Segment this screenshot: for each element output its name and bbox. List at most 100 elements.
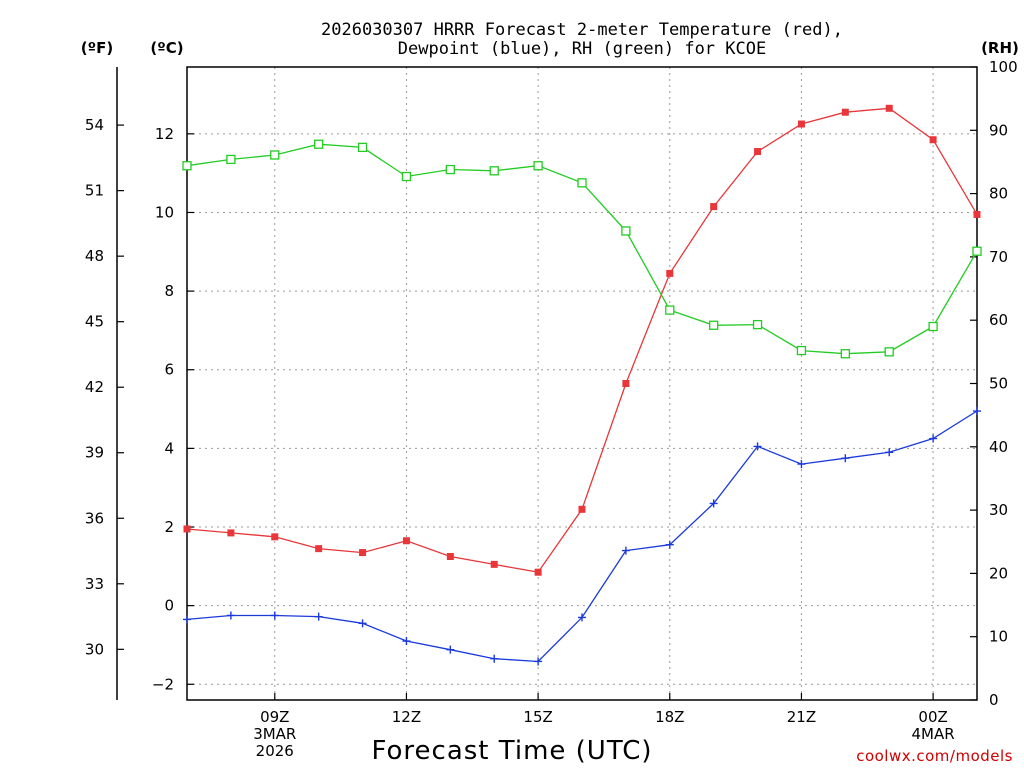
rh-point (270, 150, 280, 160)
rh-point (709, 320, 719, 330)
temperature-point (271, 533, 279, 541)
dewpoint-point (753, 442, 762, 451)
celsius-tick-label: 4 (164, 439, 174, 457)
dewpoint-line (186, 410, 978, 663)
x-tick-label: 18Z (655, 708, 684, 726)
rh-tick-label: 10 (989, 628, 1008, 646)
dewpoint-point (534, 657, 543, 666)
temperature-point (754, 148, 762, 156)
rh-point (533, 161, 543, 171)
x-axis-label: Forecast Time (UTC) (371, 736, 652, 766)
dewpoint-point (621, 546, 630, 555)
rh-tick-label: 90 (989, 121, 1008, 139)
rh-point (665, 305, 675, 315)
temperature-line (186, 107, 978, 573)
temperature-point (973, 210, 981, 218)
dewpoint-point (841, 454, 850, 463)
temperature-point (578, 505, 586, 513)
dewpoint-point (270, 611, 279, 620)
celsius-tick-label: 0 (164, 597, 174, 615)
rh-point (314, 139, 324, 149)
rh-point (182, 161, 192, 171)
dewpoint-point (314, 612, 323, 621)
rh-line (186, 143, 978, 355)
fahrenheit-tick-label: 36 (85, 509, 104, 527)
rh-tick-label: 80 (989, 185, 1008, 203)
x-tick-label: 3MAR (253, 725, 296, 743)
rh-tick-label: 70 (989, 248, 1008, 266)
rh-tick-label: 60 (989, 311, 1008, 329)
fahrenheit-tick-label: 51 (85, 182, 104, 200)
rh-tick-label: 40 (989, 438, 1008, 456)
fahrenheit-tick-label: 48 (85, 247, 104, 265)
x-tick-label: 15Z (523, 708, 552, 726)
celsius-tick-label: 6 (164, 361, 174, 379)
celsius-tick-label: 10 (155, 203, 174, 221)
fahrenheit-tick-label: 30 (85, 640, 104, 658)
temperature-point (490, 560, 498, 568)
temperature-point (929, 136, 937, 144)
temperature-point (666, 269, 674, 277)
rh-tick-label: 20 (989, 564, 1008, 582)
fahrenheit-tick-label: 39 (85, 444, 104, 462)
temperature-point (534, 568, 542, 576)
temperature-point (402, 537, 410, 545)
temperature-point (183, 525, 191, 533)
celsius-tick-label: −2 (152, 675, 174, 693)
temperature-point (885, 104, 893, 112)
temperature-point (710, 203, 718, 211)
dewpoint-point (709, 499, 718, 508)
grid-lines (187, 67, 977, 700)
temperature-point (797, 120, 805, 128)
celsius-axis-unit: (ºC) (150, 39, 183, 57)
rh-point (840, 349, 850, 359)
dewpoint-point (578, 613, 586, 622)
rh-point (401, 171, 412, 182)
dewpoint-point (226, 611, 235, 620)
dewpoint-point (929, 434, 938, 443)
rh-point (621, 226, 631, 236)
x-tick-label: 00Z (918, 708, 947, 726)
axes (116, 66, 978, 701)
plot-frame (186, 66, 978, 701)
x-tick-label: 12Z (392, 708, 421, 726)
rh-point (489, 166, 499, 176)
chart-title-line1: 2026030307 HRRR Forecast 2-meter Tempera… (321, 20, 843, 40)
dewpoint-point (797, 460, 806, 469)
rh-point (226, 154, 236, 165)
chart-title-line2: Dewpoint (blue), RH (green) for KCOE (398, 39, 766, 59)
rh-tick-label: 0 (989, 691, 999, 709)
rh-axis-unit: (RH) (981, 39, 1019, 57)
dewpoint-point (446, 645, 455, 654)
x-tick-label: 21Z (787, 708, 816, 726)
rh-point (972, 246, 982, 256)
x-tick-label: 4MAR (912, 725, 955, 743)
dewpoint-point (402, 637, 411, 646)
source-credit: coolwx.com/models (856, 747, 1013, 765)
fahrenheit-tick-label: 42 (85, 378, 104, 396)
rh-point (752, 319, 763, 330)
rh-point (928, 321, 938, 332)
rh-point (357, 142, 368, 153)
celsius-tick-label: 12 (155, 125, 174, 143)
temperature-point (359, 549, 367, 557)
celsius-tick-label: 2 (164, 518, 174, 536)
fahrenheit-tick-label: 54 (85, 116, 104, 134)
dewpoint-point (490, 654, 499, 663)
rh-point (445, 164, 455, 175)
dewpoint-point (885, 448, 894, 457)
x-tick-label: 2026 (256, 742, 294, 760)
axis-ticks: −2 0 2 4 6 8 10 12 30 33 36 39 42 45 48 51 54 0 10 20 30 40 50… (85, 58, 1018, 760)
temperature-point (446, 552, 454, 560)
rh-tick-label: 30 (989, 501, 1008, 519)
data-series (182, 104, 982, 666)
fahrenheit-tick-label: 45 (85, 313, 104, 331)
rh-point (884, 347, 894, 357)
temperature-point (622, 380, 630, 387)
temperature-point (841, 108, 849, 116)
celsius-tick-label: 8 (164, 282, 174, 300)
temperature-point (227, 529, 235, 537)
dewpoint-point (665, 540, 674, 549)
rh-tick-label: 100 (989, 58, 1018, 76)
